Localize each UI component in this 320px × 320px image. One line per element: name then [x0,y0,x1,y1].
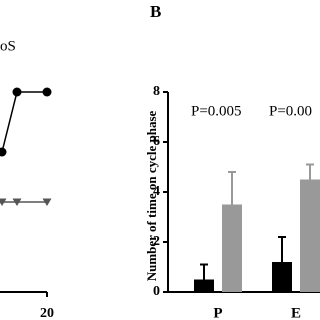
series-line [1,91,47,153]
x-tick-label: E [291,305,301,320]
point [42,87,52,97]
legend-text: oS [0,38,16,54]
point [42,198,52,206]
bar [300,179,320,292]
point [0,198,7,206]
point [12,87,22,97]
y-tick-label: 0 [153,284,160,299]
bar [272,262,292,292]
point [0,147,7,157]
y-axis-label: Number of time on cycle phase [144,111,159,282]
bar [222,204,242,292]
bar [194,279,214,292]
y-tick-label: 4 [153,184,160,199]
y-tick-label: 8 [153,84,160,99]
annotation: P=0.005 [191,103,242,119]
point [12,198,22,206]
y-tick-label: 2 [153,234,160,249]
annotation: P=0.00 [269,103,312,119]
y-tick-label: 6 [153,134,160,149]
x-tick-label: P [213,305,222,320]
panel-label: B [150,2,161,21]
x-tick-label: 20 [40,306,54,320]
